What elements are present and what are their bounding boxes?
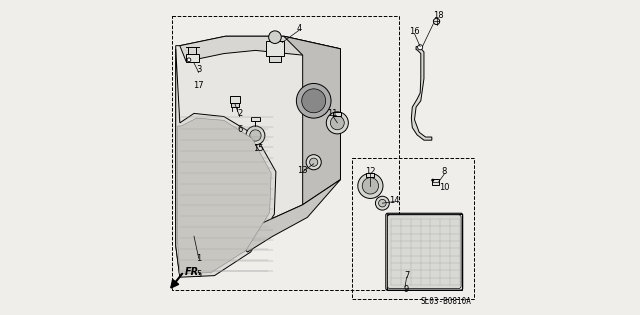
Text: 9: 9 [404,285,409,294]
FancyBboxPatch shape [387,215,461,289]
Text: 6: 6 [237,125,243,134]
Bar [351,158,474,299]
Text: 8: 8 [442,167,447,176]
Circle shape [418,45,422,50]
Bar [252,117,260,121]
Text: 1: 1 [196,254,202,263]
Text: 14: 14 [388,196,399,204]
Circle shape [431,179,434,181]
Circle shape [379,199,386,207]
Text: 11: 11 [327,109,338,118]
Polygon shape [176,49,276,277]
Polygon shape [176,36,340,277]
Text: 18: 18 [433,11,444,20]
Bar [186,54,199,62]
Text: 7: 7 [404,271,410,280]
Polygon shape [225,180,340,252]
Polygon shape [387,214,461,290]
Bar [172,16,399,290]
Circle shape [306,155,321,170]
Circle shape [246,126,265,145]
Circle shape [362,178,379,194]
Polygon shape [412,47,432,140]
Bar [230,96,239,103]
Circle shape [296,83,331,118]
Text: 16: 16 [409,27,420,36]
Bar [366,173,374,177]
Text: 13: 13 [298,166,308,175]
Bar [432,179,439,185]
Circle shape [376,196,389,210]
Text: FR.: FR. [185,266,203,277]
Circle shape [358,173,383,198]
Bar [333,112,341,116]
Circle shape [269,31,281,43]
Text: 4: 4 [297,24,302,33]
Polygon shape [284,36,340,205]
Polygon shape [178,118,271,274]
Bar [231,103,239,107]
Text: 3: 3 [196,65,202,74]
Text: 10: 10 [439,183,450,192]
Text: 5: 5 [196,270,202,278]
Text: 12: 12 [365,167,376,176]
Circle shape [301,89,326,113]
Bar [269,56,281,62]
Bar [266,41,284,56]
Circle shape [433,18,440,25]
Text: 15: 15 [253,144,264,152]
Text: 17: 17 [193,81,204,89]
Text: 2: 2 [237,109,243,118]
Circle shape [187,58,191,62]
Circle shape [310,158,318,166]
Circle shape [250,130,261,141]
Polygon shape [180,36,340,61]
Circle shape [326,112,348,134]
Text: SL03-B0810A: SL03-B0810A [420,296,471,306]
Circle shape [330,116,344,130]
